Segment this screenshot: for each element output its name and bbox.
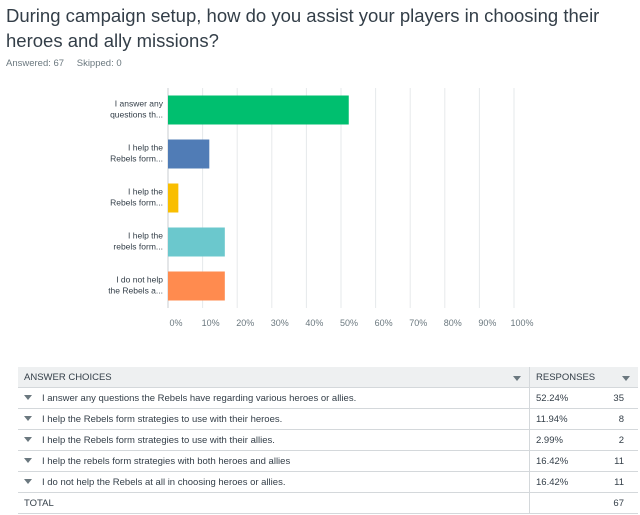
- table-row[interactable]: I help the Rebels form strategies to use…: [18, 429, 638, 451]
- table-row[interactable]: I answer any questions the Rebels have r…: [18, 387, 638, 409]
- bar[interactable]: [168, 95, 349, 125]
- sort-caret-icon[interactable]: [513, 375, 521, 381]
- expand-caret-icon[interactable]: [24, 416, 32, 422]
- answer-table: ANSWER CHOICES RESPONSES I answer any qu…: [18, 367, 638, 514]
- responses-header[interactable]: RESPONSES: [529, 367, 638, 388]
- x-tick-label: 70%: [409, 318, 427, 328]
- table-row[interactable]: I help the Rebels form strategies to use…: [18, 408, 638, 430]
- response-stats: Answered: 67 Skipped: 0: [6, 58, 132, 69]
- x-tick-label: 100%: [510, 318, 533, 328]
- answer-choice-cell: I help the Rebels form strategies to use…: [18, 429, 530, 451]
- skipped-count: Skipped: 0: [76, 58, 122, 69]
- category-label: Rebels form...: [110, 198, 163, 208]
- sort-caret-icon[interactable]: [622, 375, 630, 381]
- bar-chart: 0% 10% 20% 30% 40% 50% 60% 70% 80% 90% 100% I answe…: [108, 88, 534, 328]
- question-title: During campaign setup, how do you assist…: [6, 5, 600, 51]
- answer-choice-cell: I do not help the Rebels at all in choos…: [18, 471, 530, 493]
- category-label: questions th...: [110, 110, 163, 120]
- x-tick-label: 50%: [340, 318, 358, 328]
- answer-choice-text: I help the rebels form strategies with b…: [42, 455, 291, 467]
- answer-choice-cell: I help the Rebels form strategies to use…: [18, 408, 530, 430]
- answer-choices-header-label: ANSWER CHOICES: [24, 371, 112, 383]
- answer-choice-text: I help the Rebels form strategies to use…: [42, 413, 283, 425]
- answer-choices-header[interactable]: ANSWER CHOICES: [18, 367, 530, 388]
- category-label: I help the: [128, 231, 163, 241]
- category-label: I do not help: [116, 275, 163, 285]
- response-percent: 16.42%: [529, 450, 591, 472]
- bar[interactable]: [168, 271, 225, 301]
- table-row[interactable]: I do not help the Rebels at all in choos…: [18, 471, 638, 493]
- response-percent: 52.24%: [529, 387, 591, 409]
- answer-choice-text: I help the Rebels form strategies to use…: [42, 434, 275, 446]
- expand-caret-icon[interactable]: [24, 479, 32, 485]
- responses-header-label: RESPONSES: [536, 371, 596, 383]
- response-percent: 11.94%: [529, 408, 591, 430]
- answered-count: Answered: 67: [6, 58, 65, 69]
- x-tick-label: 40%: [305, 318, 323, 328]
- category-label: rebels form...: [113, 242, 163, 252]
- total-value: 67: [590, 492, 638, 514]
- category-label: the Rebels a...: [108, 286, 163, 296]
- category-label: Rebels form...: [110, 154, 163, 164]
- category-label: I help the: [128, 187, 163, 197]
- x-tick-label: 20%: [236, 318, 254, 328]
- total-percent-cell: [529, 492, 591, 514]
- response-percent: 16.42%: [529, 471, 591, 493]
- expand-caret-icon[interactable]: [24, 458, 32, 464]
- response-percent: 2.99%: [529, 429, 591, 451]
- response-count: 8: [590, 408, 638, 430]
- x-tick-label: 80%: [444, 318, 462, 328]
- bar[interactable]: [168, 139, 210, 169]
- response-count: 2: [590, 429, 638, 451]
- answer-choice-text: I do not help the Rebels at all in choos…: [42, 476, 286, 488]
- answer-choice-cell: I help the rebels form strategies with b…: [18, 450, 530, 472]
- response-count: 35: [590, 387, 638, 409]
- answer-choice-cell: I answer any questions the Rebels have r…: [18, 387, 530, 409]
- bar[interactable]: [168, 227, 225, 257]
- expand-caret-icon[interactable]: [24, 395, 32, 401]
- bar[interactable]: [168, 183, 179, 213]
- table-row[interactable]: I help the rebels form strategies with b…: [18, 450, 638, 472]
- x-tick-label: 90%: [478, 318, 496, 328]
- category-label: I answer any: [115, 99, 164, 109]
- response-count: 11: [590, 471, 638, 493]
- x-tick-label: 60%: [375, 318, 393, 328]
- x-tick-label: 30%: [271, 318, 289, 328]
- response-count: 11: [590, 450, 638, 472]
- total-row: TOTAL 67: [18, 492, 638, 514]
- answer-choice-text: I answer any questions the Rebels have r…: [42, 392, 357, 404]
- expand-caret-icon[interactable]: [24, 437, 32, 443]
- x-tick-label: 10%: [202, 318, 220, 328]
- category-label: I help the: [128, 143, 163, 153]
- total-label: TOTAL: [18, 492, 530, 514]
- x-tick-label: 0%: [169, 318, 182, 328]
